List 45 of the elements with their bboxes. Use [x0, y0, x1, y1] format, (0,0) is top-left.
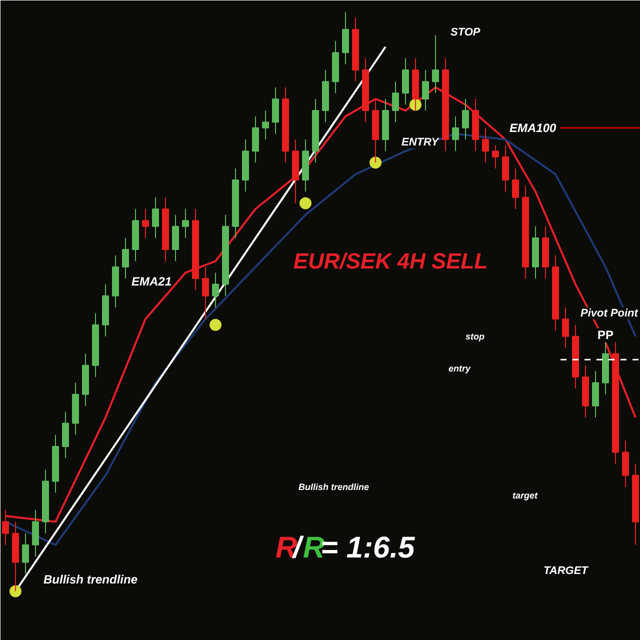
- annotation: TARGET: [544, 565, 590, 577]
- annotation: ENTRY: [402, 136, 440, 148]
- candlestick: [122, 237, 129, 280]
- candlestick: [62, 411, 69, 459]
- candlestick: [622, 440, 629, 488]
- annotation: Pivot Point: [580, 307, 640, 320]
- candlestick: [202, 266, 209, 320]
- candlestick: [22, 532, 29, 574]
- candlestick: [182, 208, 189, 238]
- annotation: STOP: [450, 26, 481, 38]
- candlestick: [392, 81, 399, 123]
- candlestick: [462, 98, 469, 140]
- point: [370, 156, 382, 169]
- candlestick: [172, 214, 179, 262]
- candlestick: [142, 208, 149, 238]
- candlestick: [422, 70, 429, 112]
- candlestick: [512, 168, 519, 210]
- candlestick: [562, 306, 569, 349]
- annotation: EUR/SEK 4H SELL: [293, 248, 488, 274]
- candlestick: [492, 144, 499, 169]
- candlestick: [212, 272, 219, 308]
- candlestick: [452, 116, 459, 152]
- annotation: R/R= 1:6.5: [276, 531, 416, 564]
- point: [10, 585, 22, 598]
- candlestick: [402, 58, 409, 106]
- ref-line-label: PP: [597, 328, 614, 342]
- candlestick: [482, 127, 489, 164]
- series-label: EMA21: [132, 274, 172, 288]
- candlestick: [502, 144, 509, 192]
- series-label: EMA100: [510, 120, 557, 135]
- point: [210, 318, 222, 331]
- candlestick: [252, 116, 259, 164]
- candlestick: [272, 86, 279, 134]
- annotation: entry: [448, 363, 472, 374]
- candlestick: [592, 370, 599, 418]
- candlestick: [262, 110, 269, 140]
- annotation: target: [512, 490, 539, 501]
- annotation: Bullish trendline: [298, 482, 370, 492]
- annotation: stop: [466, 331, 485, 342]
- candlestick: [432, 34, 439, 94]
- candlestick: [32, 510, 39, 558]
- point: [300, 197, 312, 210]
- candlestick: [342, 12, 349, 65]
- series-label: Bullish trendline: [44, 572, 138, 587]
- candlestick: [152, 196, 159, 238]
